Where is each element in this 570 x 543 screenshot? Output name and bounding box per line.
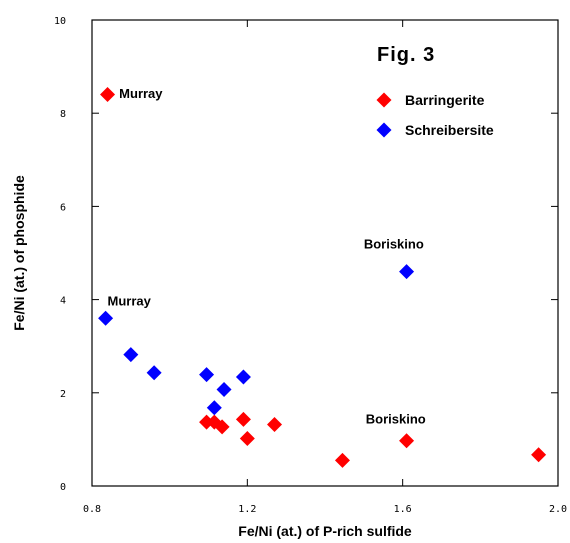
y-tick-label: 6 xyxy=(60,202,66,213)
y-axis-ticks: 0 2 4 6 8 10 xyxy=(54,16,558,493)
schreibersite-legend-marker xyxy=(376,122,392,138)
barringerite-point xyxy=(267,416,283,432)
point-annotation: Murray xyxy=(108,294,152,309)
schreibersite-point xyxy=(399,264,415,280)
x-axis-title: Fe/Ni (at.) of P-rich sulfide xyxy=(238,523,412,539)
schreibersite-point xyxy=(216,382,232,398)
legend-label: Schreibersite xyxy=(405,122,494,138)
point-annotation: Murray xyxy=(119,86,163,101)
data-points xyxy=(98,87,547,468)
point-annotation: Boriskino xyxy=(366,411,426,426)
point-annotation: Boriskino xyxy=(364,237,424,252)
y-tick-label: 2 xyxy=(60,389,66,400)
schreibersite-point xyxy=(199,367,215,383)
x-tick-label: 2.0 xyxy=(549,504,567,515)
chart-title: Fig. 3 xyxy=(377,44,435,66)
y-tick-label: 8 xyxy=(60,109,66,120)
x-tick-label: 0.8 xyxy=(83,504,101,515)
schreibersite-point xyxy=(98,310,114,326)
barringerite-point xyxy=(100,87,116,103)
annotations: Murray Murray Boriskino Boriskino xyxy=(108,86,426,426)
y-tick-label: 10 xyxy=(54,16,66,27)
schreibersite-point xyxy=(206,400,222,416)
schreibersite-point xyxy=(123,347,139,363)
legend: Barringerite Schreibersite xyxy=(376,92,494,138)
y-axis-title: Fe/Ni (at.) of phosphide xyxy=(11,175,27,331)
x-axis-ticks: 0.8 1.2 1.6 2.0 xyxy=(83,20,567,515)
schreibersite-point xyxy=(146,365,162,381)
barringerite-point xyxy=(239,430,255,446)
schreibersite-point xyxy=(235,369,251,385)
barringerite-legend-marker xyxy=(376,92,392,108)
barringerite-point xyxy=(199,414,215,430)
y-tick-label: 0 xyxy=(60,482,66,493)
barringerite-point xyxy=(399,433,415,449)
barringerite-point xyxy=(531,447,547,463)
y-tick-label: 4 xyxy=(60,296,66,307)
legend-label: Barringerite xyxy=(405,92,485,108)
barringerite-point xyxy=(214,419,230,435)
x-tick-label: 1.6 xyxy=(394,504,412,515)
plot-frame xyxy=(91,19,559,487)
barringerite-point xyxy=(235,411,251,427)
barringerite-point xyxy=(334,452,350,468)
x-tick-label: 1.2 xyxy=(238,504,256,515)
